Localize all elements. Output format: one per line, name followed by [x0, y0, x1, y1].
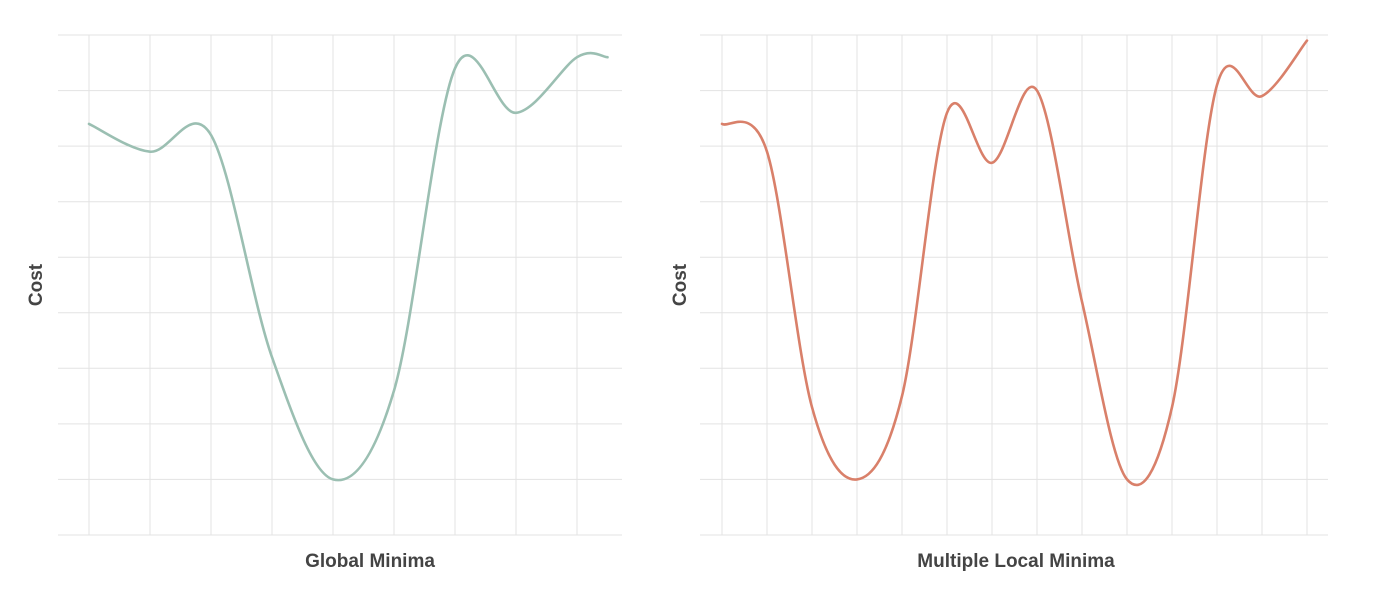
cost-curve-global-minima [87, 51, 609, 482]
x-axis-label-multiple-local-minima: Multiple Local Minima [917, 551, 1115, 572]
chart-global-minima: Cost Global Minima [26, 34, 622, 572]
y-axis-label-global-minima: Cost [26, 263, 47, 306]
grid-global-minima [58, 34, 622, 536]
cost-curve-multiple-local-minima [720, 39, 1309, 487]
y-axis-label-multiple-local-minima: Cost [670, 263, 691, 306]
x-axis-label-global-minima: Global Minima [305, 551, 435, 572]
chart-multiple-local-minima: Cost Multiple Local Minima [670, 34, 1328, 572]
grid-multiple-local-minima [700, 34, 1328, 536]
